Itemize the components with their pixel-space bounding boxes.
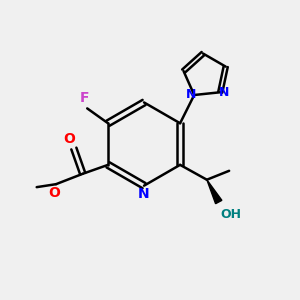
- Text: O: O: [63, 131, 75, 146]
- Text: N: N: [185, 88, 196, 101]
- Text: OH: OH: [220, 208, 241, 221]
- Text: F: F: [80, 92, 89, 105]
- Text: N: N: [138, 187, 150, 201]
- Text: N: N: [219, 86, 229, 99]
- Text: O: O: [49, 186, 61, 200]
- Polygon shape: [207, 180, 222, 204]
